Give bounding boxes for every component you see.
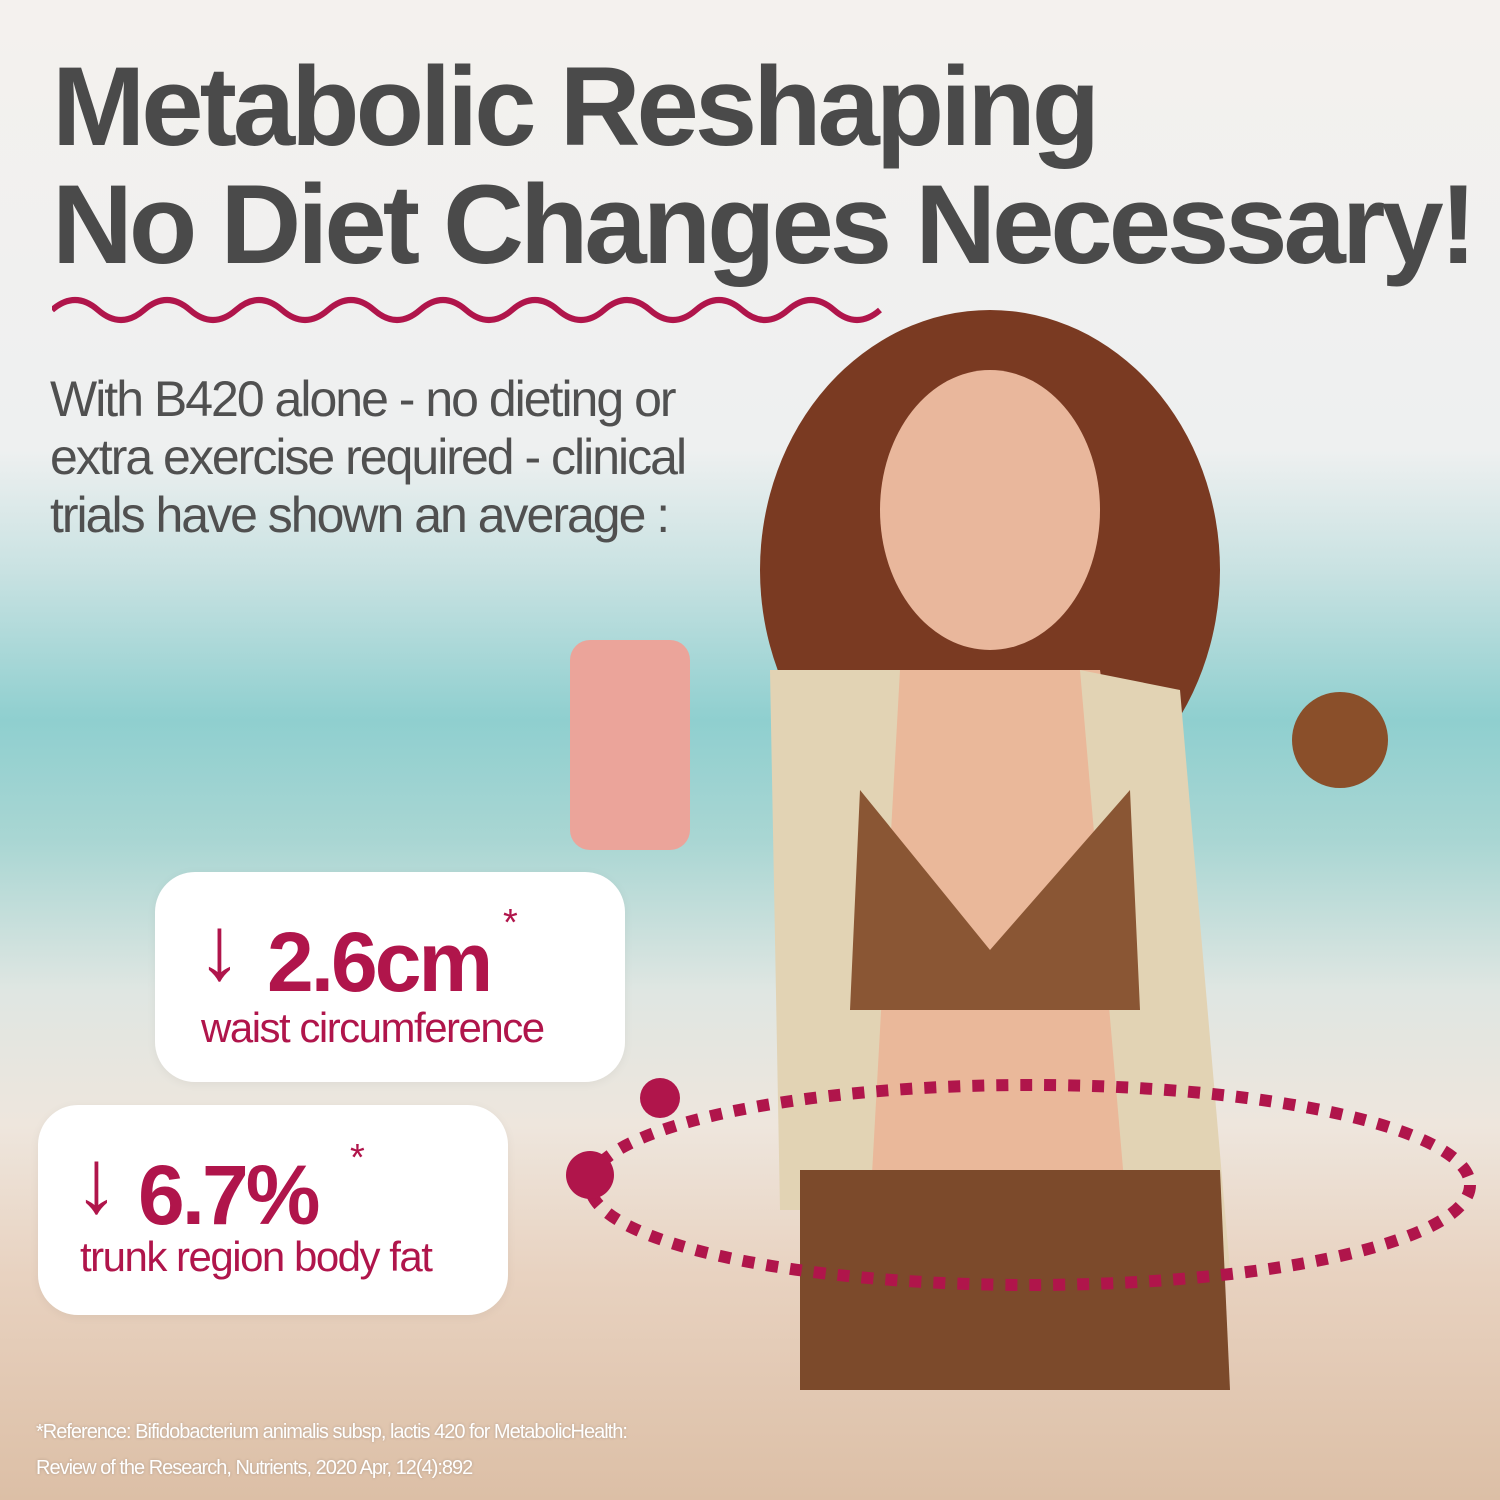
woman-photo <box>570 310 1388 1390</box>
wavy-divider <box>52 297 882 323</box>
stat-card-waist: ↓ 2.6cm * waist circumference <box>155 872 625 1082</box>
reference-line-2: Review of the Research, Nutrients, 2020 … <box>36 1457 473 1479</box>
stat-label: trunk region body fat <box>80 1233 433 1280</box>
reference-line-1: *Reference: Bifidobacterium animalis sub… <box>36 1421 628 1443</box>
headline: Metabolic Reshaping No Diet Changes Nece… <box>52 48 1477 287</box>
smoothie-cup <box>570 640 690 850</box>
cookie <box>1292 692 1388 788</box>
stat-value: 2.6cm <box>267 915 493 1009</box>
subheadline-line-3: trials have shown an average : <box>50 487 670 543</box>
headline-line-1: Metabolic Reshaping <box>52 44 1100 169</box>
stat-marker: * <box>350 1137 365 1179</box>
stat-label: waist circumference <box>201 1004 545 1051</box>
arrow-down-icon: ↓ <box>74 1132 119 1232</box>
subheadline-line-2: extra exercise required - clinical <box>50 429 687 485</box>
headline-line-2: No Diet Changes Necessary! <box>52 162 1477 287</box>
stat-value: 6.7% <box>138 1148 320 1242</box>
waist-dotted-ellipse <box>566 1078 1476 1291</box>
stat-marker: * <box>503 902 518 944</box>
arrow-down-icon: ↓ <box>197 899 242 999</box>
subheadline-line-1: With B420 alone - no dieting or <box>50 371 677 427</box>
subheadline: With B420 alone - no dieting or extra ex… <box>50 370 810 544</box>
reference-footnote: *Reference: Bifidobacterium animalis sub… <box>36 1414 628 1486</box>
stat-card-body-fat: ↓ 6.7% * trunk region body fat <box>38 1105 508 1315</box>
